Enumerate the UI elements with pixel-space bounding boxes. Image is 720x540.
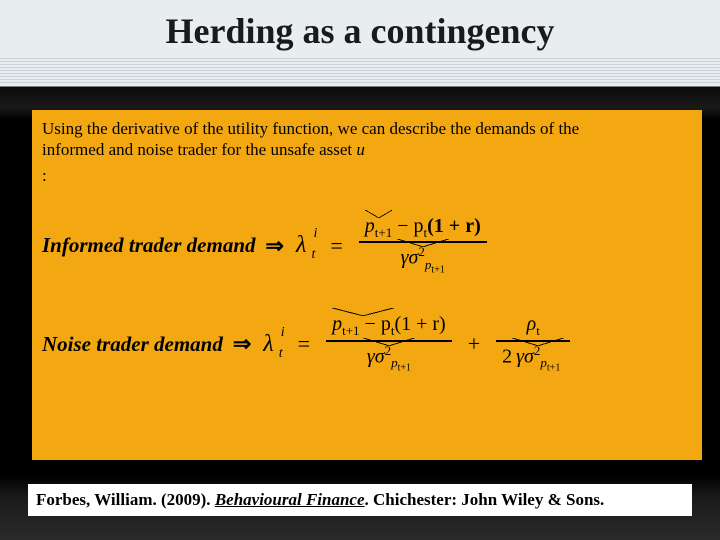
citation-book: Behavioural Finance xyxy=(215,490,365,509)
eq1-lambda: λ i t xyxy=(294,232,308,259)
lambda-sup: i xyxy=(281,325,285,341)
eq1-numerator: pt+1 − pt(1 + r) xyxy=(359,214,487,242)
eq2-label: Noise trader demand xyxy=(42,332,223,357)
p-hat-sub: t+1 xyxy=(342,323,359,338)
eq1-arrow: ⇒ xyxy=(266,233,284,259)
citation-author: Forbes, William. (2009). xyxy=(36,490,215,509)
two: 2 xyxy=(502,345,512,367)
sigma: σ xyxy=(375,345,385,367)
eq1-equals: = xyxy=(330,233,342,259)
lambda-sub: t xyxy=(279,346,283,362)
p-hat-sub: t+1 xyxy=(375,225,392,240)
eq1-denominator: γσ2pt+1 xyxy=(391,243,455,278)
header-decorative-lines xyxy=(0,58,720,84)
eq2-equals: = xyxy=(298,331,310,357)
sigma: σ xyxy=(409,247,419,269)
sigma-sub-t1: t+1 xyxy=(398,363,411,374)
informed-trader-equation: Informed trader demand ⇒ λ i t = pt+1 − … xyxy=(42,214,692,278)
one-plus-r: (1 + r) xyxy=(394,313,445,335)
minus-p: − p xyxy=(360,313,391,335)
lambda-sup: i xyxy=(313,226,317,242)
asset-variable: u xyxy=(356,140,365,159)
eq2-f2-numerator: ρt xyxy=(521,312,546,340)
citation: Forbes, William. (2009). Behavioural Fin… xyxy=(28,484,692,516)
lambda-symbol: λ xyxy=(296,232,306,258)
slide-title: Herding as a contingency xyxy=(0,10,720,52)
intro-text: Using the derivative of the utility func… xyxy=(42,118,692,186)
eq2-arrow: ⇒ xyxy=(233,331,251,357)
eq2-plus: + xyxy=(468,331,480,357)
rho: ρ xyxy=(527,313,537,335)
p-sub: t xyxy=(391,323,395,338)
lambda-sub: t xyxy=(311,247,315,263)
eq1-label: Informed trader demand xyxy=(42,233,256,258)
p-hat: p xyxy=(365,215,375,237)
sigma-sub-t1: t+1 xyxy=(547,363,560,374)
gamma: γ xyxy=(516,345,524,367)
eq2-fraction2: ρt 2γσ2pt+1 xyxy=(496,312,570,376)
content-panel: Using the derivative of the utility func… xyxy=(32,110,702,460)
citation-rest: . Chichester: John Wiley & Sons. xyxy=(365,490,605,509)
eq2-denominator: γσ2pt+1 xyxy=(357,342,421,377)
eq2-lambda: λ i t xyxy=(261,331,275,358)
intro-line1: Using the derivative of the utility func… xyxy=(42,119,579,138)
sigma: σ xyxy=(524,345,534,367)
intro-line2: informed and noise trader for the unsafe… xyxy=(42,140,356,159)
noise-trader-equation: Noise trader demand ⇒ λ i t = pt+1 − pt(… xyxy=(42,312,692,376)
minus-p: − p xyxy=(392,215,423,237)
one-plus-r: (1 + r) xyxy=(427,215,481,237)
sigma-sub-t1: t+1 xyxy=(431,265,444,276)
eq1-fraction: pt+1 − pt(1 + r) γσ2pt+1 xyxy=(359,214,487,278)
p-hat: p xyxy=(332,313,342,335)
eq2-f2-denominator: 2γσ2pt+1 xyxy=(496,342,570,377)
lambda-symbol: λ xyxy=(263,331,273,357)
gamma: γ xyxy=(367,345,375,367)
gamma: γ xyxy=(401,247,409,269)
rho-sub: t xyxy=(536,323,540,338)
eq2-numerator: pt+1 − pt(1 + r) xyxy=(326,312,452,340)
slide: Herding as a contingency Using the deriv… xyxy=(0,0,720,540)
eq2-fraction1: pt+1 − pt(1 + r) γσ2pt+1 xyxy=(326,312,452,376)
